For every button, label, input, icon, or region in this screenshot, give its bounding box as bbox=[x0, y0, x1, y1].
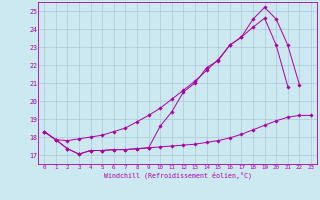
X-axis label: Windchill (Refroidissement éolien,°C): Windchill (Refroidissement éolien,°C) bbox=[104, 172, 252, 179]
